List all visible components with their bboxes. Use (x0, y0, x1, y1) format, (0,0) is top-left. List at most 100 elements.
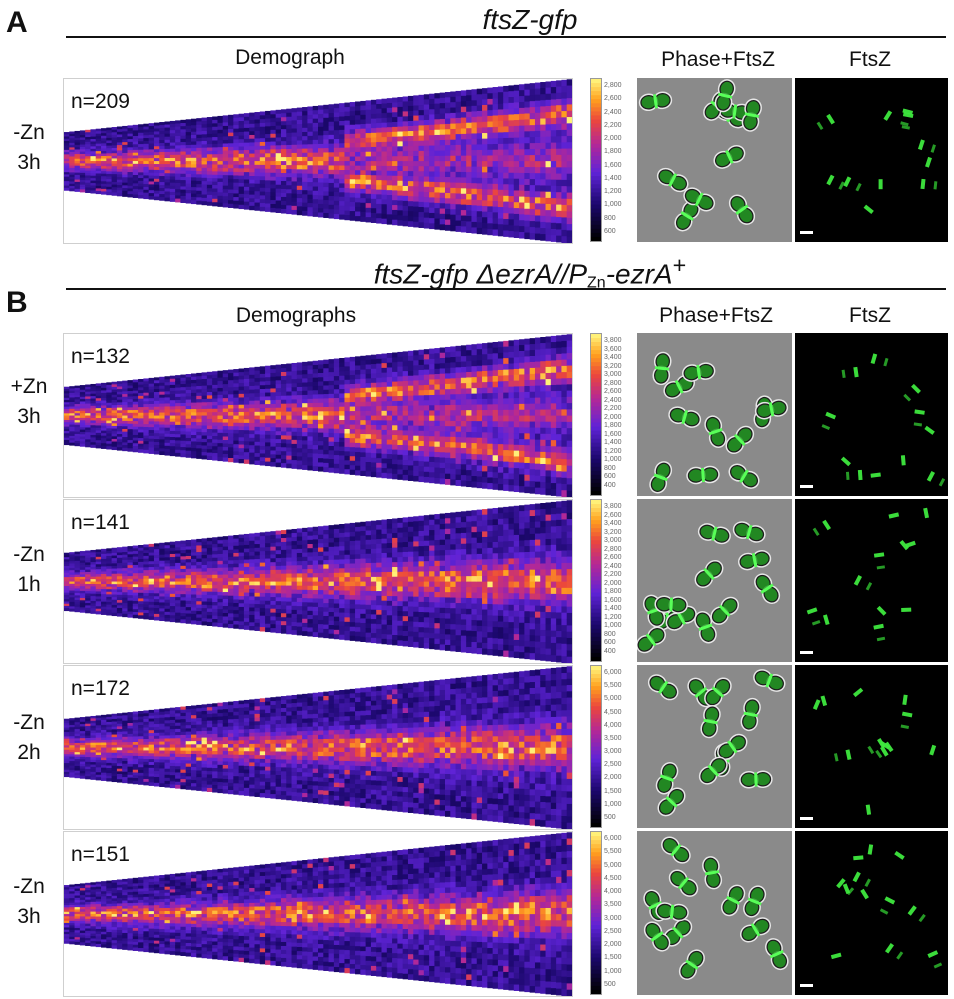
colorbar-tick-label: 5,500 (604, 848, 622, 856)
demograph-cell-column (217, 536, 224, 628)
demograph-cell-column (286, 529, 293, 635)
demograph-cell-column (90, 882, 97, 947)
demograph-cell-column (556, 833, 563, 996)
demograph-cell-column (429, 514, 436, 650)
demograph-cell-column (323, 525, 330, 639)
cell (821, 411, 837, 431)
demograph-cell-column (365, 687, 372, 809)
colorbar-tick-label: 3,000 (604, 748, 622, 756)
demograph-cell-column (85, 129, 92, 193)
colorbar-gradient (591, 334, 601, 496)
cell (870, 353, 889, 367)
panel-b-row: -Zn 3h n=151 6,000 5,500 5,000 4,500 4,000 3,500… (0, 831, 954, 997)
demograph-cell-column (397, 683, 404, 812)
demograph-cell-column (164, 708, 171, 788)
colorbar-tick-label: 2,200 (604, 405, 622, 413)
colorbar (590, 78, 602, 242)
panel-b-row: -Zn 2h n=172 6,000 5,500 5,000 4,500 4,000 3,500… (0, 665, 954, 830)
demograph-cell-column (148, 876, 155, 953)
demograph-cell-column (360, 853, 367, 975)
genotype-zn-subscript: Zn (587, 274, 606, 292)
demograph-cell-column (497, 673, 504, 823)
demograph-cell-column (254, 698, 261, 797)
demograph-cell-column (243, 699, 250, 796)
demograph-cell-column (360, 521, 367, 642)
cell (694, 610, 717, 644)
demograph-cell-column (132, 877, 139, 951)
demograph-cell-column (243, 367, 250, 464)
demograph-cell-column (122, 878, 129, 950)
demograph-cell-column (238, 534, 245, 630)
demograph-cell-column (79, 385, 86, 447)
demograph-cell-column (291, 108, 298, 215)
cell (902, 694, 908, 706)
demograph-cell-column (138, 877, 144, 952)
demograph-cell-column (101, 128, 107, 195)
demograph-cell-column (349, 102, 356, 221)
demograph-cell-column (328, 857, 335, 972)
colorbar-tick-label: 2,600 (604, 511, 622, 519)
demograph-cell-column (445, 678, 451, 817)
demograph-cell-column (392, 518, 398, 646)
demograph-cell-column (349, 522, 356, 641)
demograph-cell-column (302, 860, 309, 969)
demograph-cell-column (471, 676, 478, 820)
demograph-cell-column (397, 97, 404, 226)
demograph-cell-column (529, 504, 536, 660)
colorbar-tick-label: 3,200 (604, 362, 622, 370)
demograph-cell-column (254, 112, 261, 211)
demograph-cell-column (95, 128, 102, 195)
cell (905, 540, 916, 548)
cell (655, 902, 689, 922)
demograph-cell-column (550, 501, 557, 662)
demograph-cell-column (397, 850, 404, 979)
demograph-cell-column (175, 120, 182, 203)
demograph-cell-column (201, 704, 208, 792)
cell (853, 855, 864, 861)
cell (720, 884, 746, 917)
cell (698, 756, 728, 785)
demograph-cell-column (402, 517, 409, 647)
demograph-cell-column (312, 360, 319, 472)
condition-time: 2h (17, 741, 41, 764)
cell (842, 883, 851, 895)
condition-zinc: -Zn (13, 711, 45, 734)
colorbar-tick-label: 800 (604, 464, 616, 472)
demograph-cell-column (95, 549, 102, 615)
cell-count-label: n=209 (71, 90, 130, 113)
demograph-cell-column (127, 712, 134, 784)
colorbar-tick-label: 1,200 (604, 188, 622, 196)
demograph-cell-column (265, 110, 271, 212)
demograph-cell-column (95, 715, 102, 781)
demograph (63, 333, 573, 498)
cell (852, 687, 864, 698)
demograph-cell-column (333, 524, 340, 640)
demograph-cell-column (228, 867, 234, 961)
demograph-cell-column (339, 103, 346, 220)
demograph-cell-column (196, 118, 203, 205)
demograph-cell-column (212, 703, 219, 793)
cell (765, 938, 789, 971)
colorbar-tick-label: 2,200 (604, 571, 622, 579)
demograph-cell-column (487, 87, 494, 236)
demograph-cell-column (159, 376, 166, 456)
demograph-cell-column (423, 94, 430, 229)
condition-time: 3h (17, 905, 41, 928)
demograph-cell-column (429, 680, 436, 816)
scale-bar (800, 231, 813, 234)
demograph-cell-column (228, 701, 234, 795)
demograph-cell-column (296, 362, 303, 470)
demograph-cell-column (487, 342, 494, 490)
demograph-cell-column (275, 530, 282, 634)
demograph-cell-column (392, 684, 398, 812)
condition-zinc: -Zn (13, 543, 45, 566)
demograph-cell-column (222, 702, 229, 794)
demograph-cell-column (397, 351, 404, 480)
demograph-cell-column (344, 689, 351, 807)
demograph-cell-column (291, 861, 298, 968)
cell (852, 871, 871, 888)
condition-label: +Zn 3h (0, 372, 58, 432)
demograph-cell-column (455, 90, 462, 232)
colorbar-gradient (591, 832, 601, 995)
demograph-cell-column (386, 353, 393, 479)
